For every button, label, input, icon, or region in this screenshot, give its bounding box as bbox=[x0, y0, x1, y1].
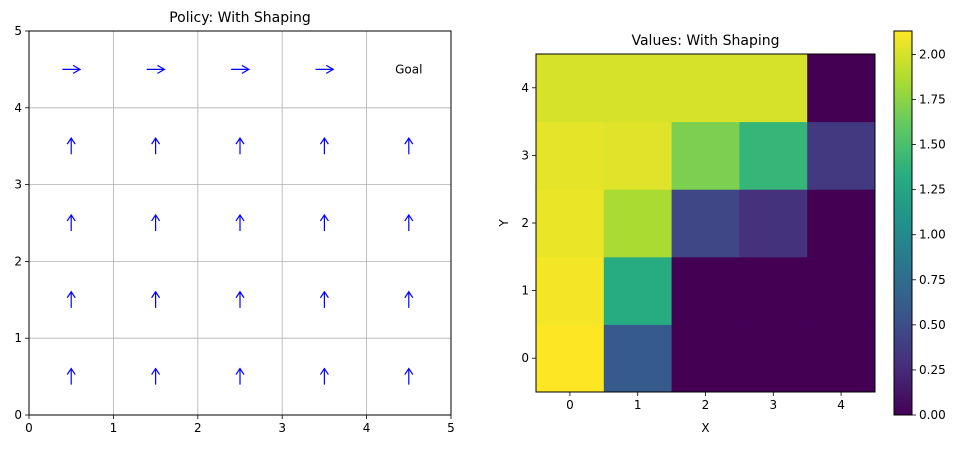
heatmap-cell bbox=[603, 54, 673, 123]
values-heatmap: Values: With Shaping 0 1 2 3 4 0 1 2 3 4 X Y bbox=[497, 33, 876, 435]
heatmap-title: Values: With Shaping bbox=[631, 33, 779, 49]
policy-ytick-label: 0 bbox=[14, 408, 22, 422]
policy-xtick-label: 5 bbox=[447, 421, 455, 435]
colorbar-ticks: 0.00 0.25 0.50 0.75 1.00 1.25 1.50 1.75 2.00 bbox=[912, 47, 946, 422]
policy-arrow-up bbox=[235, 213, 245, 232]
colorbar-tick-label: 2.00 bbox=[919, 47, 946, 61]
heatmap-cell bbox=[671, 189, 740, 258]
policy-arrow-right bbox=[146, 64, 166, 74]
policy-goal-label: Goal bbox=[395, 62, 422, 76]
colorbar-tick-label: 1.00 bbox=[919, 228, 946, 242]
heatmap-cell bbox=[807, 121, 876, 190]
policy-arrow-up bbox=[66, 137, 76, 155]
policy-title: Policy: With Shaping bbox=[169, 10, 311, 26]
policy-arrow-up bbox=[404, 213, 414, 232]
policy-ytick-label: 3 bbox=[14, 178, 22, 192]
policy-arrow-right bbox=[315, 64, 335, 74]
policy-arrow-up bbox=[151, 290, 161, 308]
heatmap-cell bbox=[671, 54, 740, 123]
policy-arrow-up bbox=[235, 290, 245, 308]
policy-arrow-up bbox=[319, 367, 329, 385]
heatmap-xtick-label: 2 bbox=[702, 398, 710, 412]
heatmap-cell bbox=[536, 256, 605, 325]
heatmap-xtick-label: 1 bbox=[634, 398, 642, 412]
policy-ticks: 0 1 2 3 4 5 0 1 2 3 4 5 bbox=[14, 24, 454, 435]
policy-arrow-up bbox=[235, 137, 245, 155]
colorbar: 0.00 0.25 0.50 0.75 1.00 1.25 1.50 1.75 2.00 bbox=[893, 30, 946, 422]
heatmap-cell bbox=[739, 189, 808, 258]
policy-chart: Policy: With Shaping Goal 0 1 2 3 4 5 0 1 2 3 4 5 bbox=[14, 10, 454, 435]
policy-ytick-label: 4 bbox=[14, 101, 22, 115]
heatmap-cell bbox=[536, 189, 605, 258]
heatmap-cell bbox=[603, 324, 673, 393]
policy-xtick-label: 2 bbox=[194, 421, 202, 435]
heatmap-cell bbox=[807, 189, 876, 258]
policy-ytick-label: 1 bbox=[14, 331, 22, 345]
heatmap-ytick-label: 4 bbox=[521, 81, 529, 95]
policy-frame bbox=[28, 30, 452, 416]
heatmap-cell bbox=[536, 324, 605, 393]
policy-arrow-up bbox=[151, 137, 161, 155]
heatmap-cell bbox=[807, 54, 876, 123]
heatmap-ytick-label: 0 bbox=[521, 351, 529, 365]
policy-arrow-up bbox=[319, 137, 329, 155]
policy-arrow-up bbox=[319, 213, 329, 232]
heatmap-cell bbox=[739, 324, 808, 393]
heatmap-ticks: 0 1 2 3 4 0 1 2 3 4 bbox=[521, 81, 845, 412]
heatmap-cell bbox=[671, 324, 740, 393]
policy-arrow-up bbox=[66, 367, 76, 385]
heatmap-cell bbox=[671, 121, 740, 190]
heatmap-cell bbox=[536, 54, 605, 123]
policy-xtick-label: 0 bbox=[25, 421, 33, 435]
policy-arrow-up bbox=[151, 367, 161, 385]
colorbar-tick-label: 0.50 bbox=[919, 318, 946, 332]
policy-annotations: Goal bbox=[395, 62, 422, 76]
colorbar-tick-label: 1.75 bbox=[919, 93, 946, 107]
colorbar-gradient bbox=[893, 30, 913, 416]
heatmap-ytick-label: 3 bbox=[521, 148, 529, 162]
heatmap-xtick-label: 3 bbox=[769, 398, 777, 412]
policy-arrow-up bbox=[404, 290, 414, 308]
heatmap-cell bbox=[603, 189, 673, 258]
heatmap-cell bbox=[807, 256, 876, 325]
policy-arrow-right bbox=[231, 64, 251, 74]
colorbar-tick-label: 1.50 bbox=[919, 138, 946, 152]
policy-xtick-label: 4 bbox=[363, 421, 371, 435]
heatmap-y-label: Y bbox=[497, 219, 511, 228]
heatmap-cell bbox=[807, 324, 876, 393]
policy-arrow-up bbox=[66, 290, 76, 308]
heatmap-x-label: X bbox=[701, 421, 709, 435]
heatmap-cell bbox=[603, 256, 673, 325]
policy-arrow-up bbox=[319, 290, 329, 308]
heatmap-cell bbox=[671, 256, 740, 325]
policy-arrow-up bbox=[404, 137, 414, 155]
heatmap-ytick-label: 2 bbox=[521, 216, 529, 230]
colorbar-tick-label: 1.25 bbox=[919, 183, 946, 197]
heatmap-cell bbox=[603, 121, 673, 190]
colorbar-tick-label: 0.00 bbox=[919, 408, 946, 422]
heatmap-cells bbox=[536, 54, 876, 393]
heatmap-xtick-label: 4 bbox=[837, 398, 845, 412]
policy-ytick-label: 5 bbox=[14, 24, 22, 38]
heatmap-cell bbox=[536, 121, 605, 190]
policy-arrows bbox=[62, 64, 414, 385]
heatmap-cell bbox=[739, 256, 808, 325]
policy-arrow-up bbox=[151, 213, 161, 232]
policy-arrow-up bbox=[235, 367, 245, 385]
heatmap-cell bbox=[739, 121, 808, 190]
colorbar-tick-label: 0.25 bbox=[919, 363, 946, 377]
policy-xtick-label: 3 bbox=[278, 421, 286, 435]
policy-arrow-up bbox=[66, 213, 76, 232]
policy-xtick-label: 1 bbox=[110, 421, 118, 435]
heatmap-cell bbox=[739, 54, 808, 123]
heatmap-xtick-label: 0 bbox=[566, 398, 574, 412]
policy-arrow-up bbox=[404, 367, 414, 385]
heatmap-ytick-label: 1 bbox=[521, 284, 529, 298]
colorbar-tick-label: 0.75 bbox=[919, 273, 946, 287]
policy-ytick-label: 2 bbox=[14, 254, 22, 268]
policy-arrow-right bbox=[62, 64, 82, 74]
